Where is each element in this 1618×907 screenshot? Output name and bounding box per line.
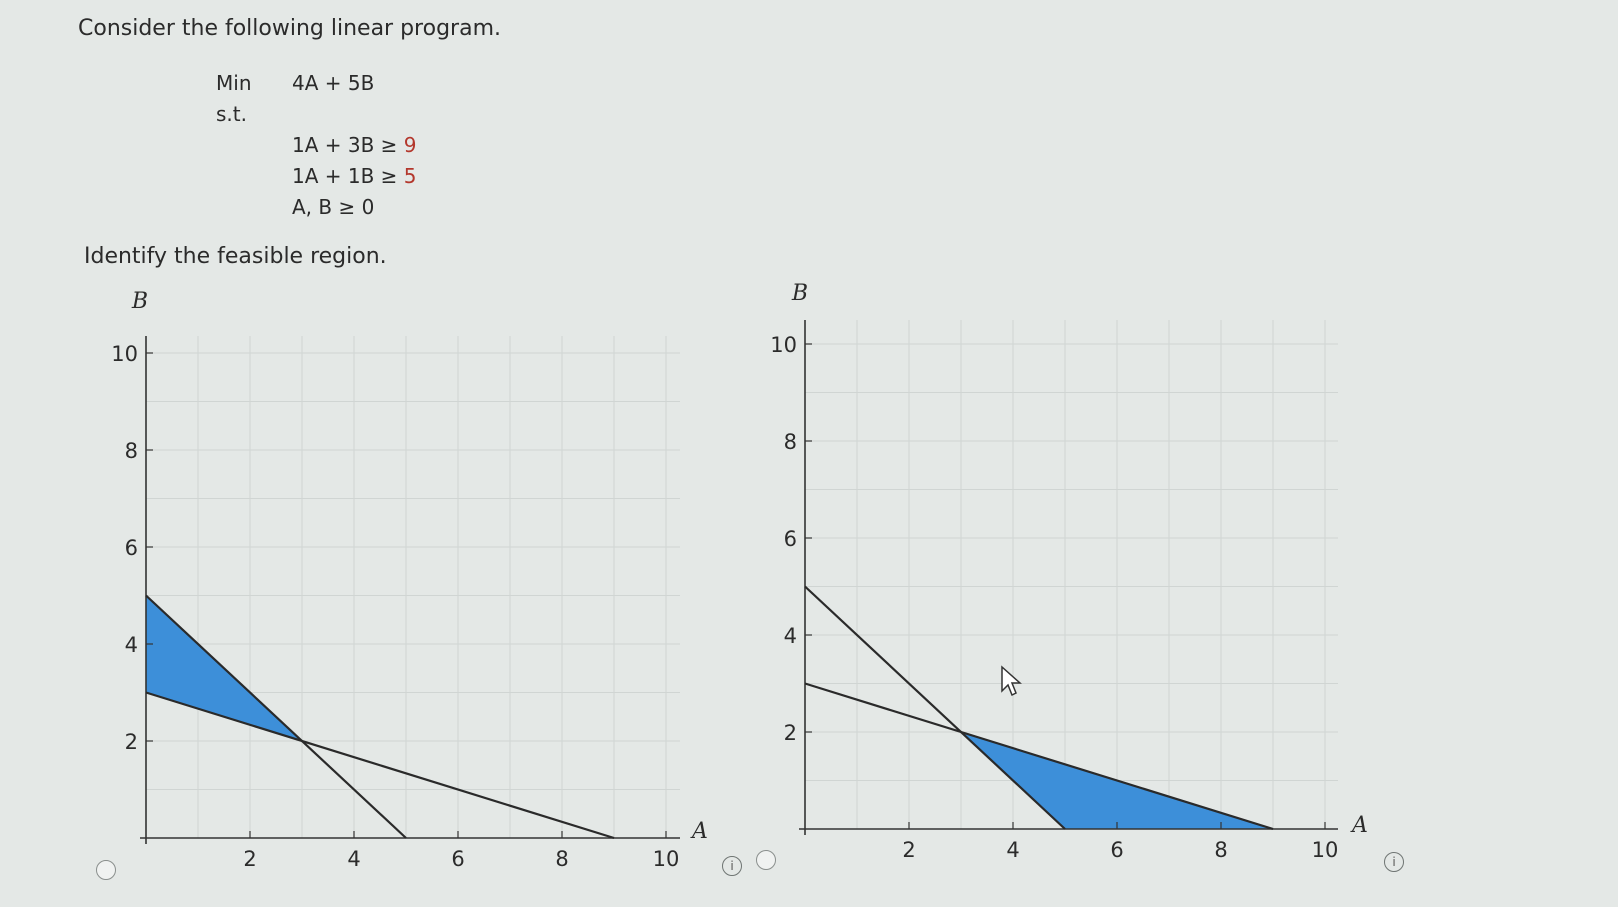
mouse-pointer-icon [1001, 665, 1022, 697]
choice-a-x-tick-label: 6 [451, 847, 464, 871]
choice-a-radio-icon[interactable] [96, 860, 116, 880]
choice-b-y-tick-label: 6 [784, 527, 797, 551]
choice-a-y-tick-label: 8 [125, 439, 138, 463]
choice-a-x-axis-label: A [690, 819, 708, 844]
objective-keyword: Min [216, 71, 252, 95]
choice-b-info-icon[interactable]: i [1384, 852, 1404, 872]
choice-b-x-tick-label: 6 [1110, 838, 1123, 862]
constraint-1: 1A + 3B ≥ 9 [292, 133, 417, 157]
choice-b-y-tick-label: 4 [784, 624, 797, 648]
choice-a-chart: 2 4 6 8 10 2 4 6 8 10 B A [111, 289, 708, 871]
question-intro: Consider the following linear program. [78, 16, 501, 41]
choice-a-constraint-line-2 [145, 691, 615, 840]
objective-function: 4A + 5B [292, 71, 375, 95]
choice-b-y-tick-label: 10 [770, 333, 797, 357]
choice-a-x-tick-label: 2 [243, 847, 256, 871]
constraint-2: 1A + 1B ≥ 5 [292, 164, 417, 188]
choice-b-y-axis-label: B [791, 281, 808, 306]
question-prompt: Identify the feasible region. [84, 244, 387, 269]
choice-b-x-tick-label: 10 [1312, 838, 1339, 862]
choice-b-x-tick-label: 2 [902, 838, 915, 862]
choice-a-x-tick-label: 10 [653, 847, 680, 871]
choice-b-x-axis-label: A [1350, 813, 1368, 838]
choice-b-y-tick-label: 2 [784, 721, 797, 745]
choice-a-info-icon[interactable]: i [722, 856, 742, 876]
choice-b-x-tick-label: 4 [1006, 838, 1019, 862]
choice-b-radio-icon[interactable] [756, 850, 776, 870]
nonnegativity-constraint: A, B ≥ 0 [292, 195, 375, 219]
choice-b-y-tick-label: 8 [784, 430, 797, 454]
choice-a-x-tick-label: 8 [555, 847, 568, 871]
choice-b-constraint-line-1 [804, 585, 1066, 830]
choice-b-x-tick-label: 8 [1214, 838, 1227, 862]
choice-a-constraint-line-1 [145, 594, 407, 839]
subject-to-keyword: s.t. [216, 102, 247, 126]
choice-a-x-tick-label: 4 [347, 847, 360, 871]
choice-a-y-tick-label: 4 [125, 633, 138, 657]
choice-a-y-axis-label: B [131, 289, 148, 314]
choice-b-constraint-line-2 [804, 682, 1274, 831]
choice-a-y-tick-label: 10 [111, 342, 138, 366]
choice-a-y-tick-label: 2 [125, 730, 138, 754]
choice-a-y-tick-label: 6 [125, 536, 138, 560]
